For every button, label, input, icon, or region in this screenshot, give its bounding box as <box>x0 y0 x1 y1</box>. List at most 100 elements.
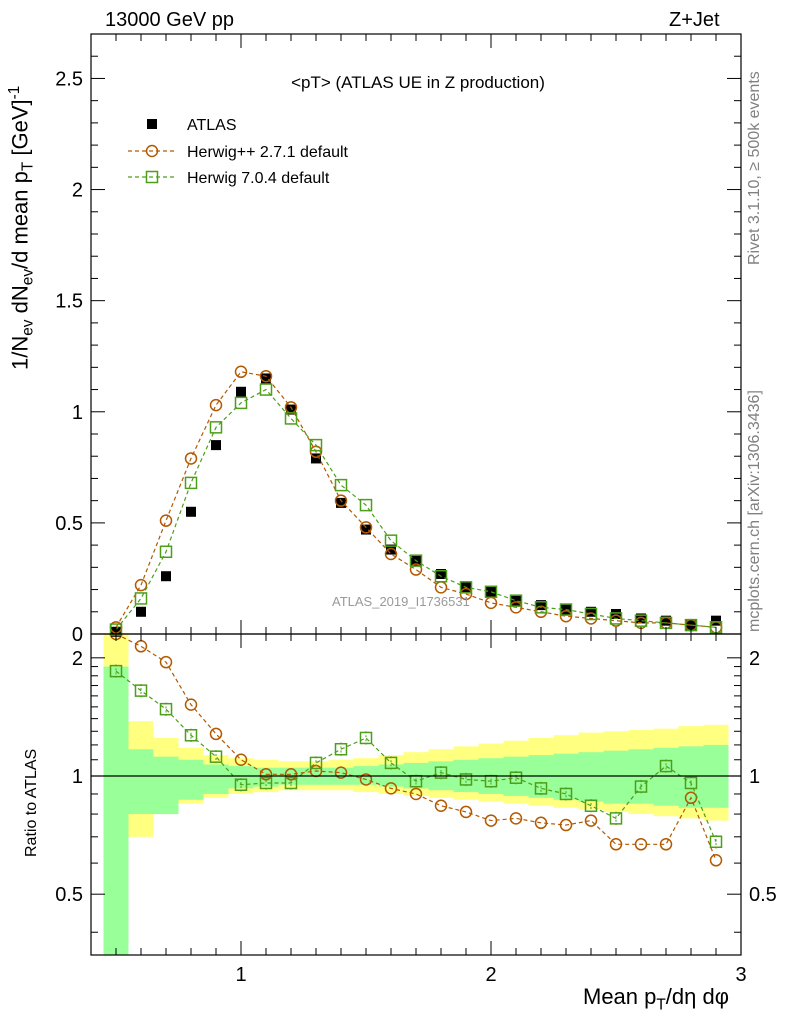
data-point <box>284 412 298 425</box>
y-title-part: dN <box>7 285 33 320</box>
data-point <box>359 498 373 512</box>
series-line-main <box>115 371 717 628</box>
data-point <box>459 581 473 594</box>
data-point <box>134 578 148 592</box>
x-axis-title: Mean pT/dη dφ <box>583 984 729 1014</box>
ratio-y-tick-label: 0.5 <box>55 884 83 906</box>
data-point <box>409 554 423 567</box>
data-point <box>711 615 721 626</box>
legend-label: ATLAS <box>187 117 237 134</box>
ratio-point <box>459 773 473 786</box>
ratio-point <box>509 771 523 784</box>
data-point <box>459 587 473 601</box>
process-label: Z+Jet <box>669 9 720 31</box>
legend-label: Herwig 7.0.4 default <box>187 170 330 187</box>
data-point <box>159 545 173 559</box>
ratio-point <box>334 742 348 756</box>
ratio-point <box>609 812 623 825</box>
ratio-point <box>684 791 698 805</box>
ratio-point <box>559 787 573 801</box>
ratio-y-tick-label: 1 <box>749 766 760 788</box>
legend-marker <box>145 144 159 158</box>
data-point <box>436 569 446 579</box>
y-tick-label: 2 <box>72 180 83 202</box>
data-point <box>661 615 671 626</box>
y-title-sup: -1 <box>6 85 23 100</box>
data-point <box>234 396 248 410</box>
data-point <box>609 612 623 625</box>
data-point <box>359 521 373 534</box>
ratio-point <box>334 766 348 779</box>
data-point <box>409 563 423 576</box>
ratio-plot-area <box>103 634 729 955</box>
ratio-point <box>359 731 373 745</box>
legend-marker <box>145 170 159 184</box>
data-point <box>484 585 498 599</box>
data-point <box>309 445 323 459</box>
data-point <box>361 524 371 535</box>
energy-label: 13000 GeV pp <box>105 9 234 31</box>
ratio-y-tick-label: 0.5 <box>749 884 777 906</box>
ratio-point <box>384 782 398 795</box>
mcplots-label: mcplots.cern.ch [arXiv:1306.3436] <box>746 390 763 632</box>
data-point <box>209 421 223 434</box>
y-title-part: 1/N <box>7 335 33 370</box>
ratio-point <box>234 778 248 792</box>
ratio-point <box>709 835 723 849</box>
ratio-y-tick-label: 2 <box>72 648 83 670</box>
data-point <box>636 613 646 624</box>
data-point <box>511 595 521 606</box>
x-title-part: Mean p <box>583 984 657 1009</box>
data-point <box>336 497 346 508</box>
ratio-point <box>159 702 173 716</box>
data-point <box>509 594 523 607</box>
y-title-sub: T <box>19 161 37 172</box>
data-point <box>134 592 148 605</box>
ratio-point <box>134 640 148 653</box>
data-point <box>586 606 596 617</box>
y-tick-label: 2.5 <box>55 68 83 90</box>
ratio-point <box>559 818 573 832</box>
ratio-band-inner <box>128 749 154 815</box>
x-title-part: /dη dφ <box>665 984 729 1009</box>
data-point <box>384 547 398 561</box>
ratio-point <box>684 776 698 790</box>
ratio-band-inner <box>153 756 179 815</box>
ratio-point <box>109 664 123 678</box>
data-point <box>584 607 598 621</box>
data-point <box>159 514 173 527</box>
ratio-point <box>609 838 623 851</box>
data-point <box>559 603 573 616</box>
ratio-point <box>184 698 198 711</box>
chart-title: <pT> (ATLAS UE in Z production) <box>291 73 545 92</box>
data-point <box>509 601 523 614</box>
legend: ATLAS Herwig++ 2.7.1 default Herwig 7.0.4 … <box>128 117 349 187</box>
ratio-y-tick-label: 1 <box>72 766 83 788</box>
data-point <box>434 569 448 583</box>
data-point <box>186 506 196 517</box>
ratio-point <box>234 753 248 767</box>
y-tick-label: 1.5 <box>55 291 83 313</box>
data-point <box>486 586 496 597</box>
x-tick-label: 3 <box>735 964 746 986</box>
ratio-point <box>284 768 298 781</box>
x-title-sub: T <box>656 996 666 1014</box>
ratio-band-inner <box>203 764 229 794</box>
axis-mask <box>91 955 741 985</box>
ratio-point <box>634 780 648 793</box>
rivet-label: Rivet 3.1.10, ≥ 500k events <box>746 71 763 265</box>
y-tick-label: 0.5 <box>55 513 83 535</box>
data-point <box>261 373 271 384</box>
ratio-point <box>434 799 448 812</box>
data-point <box>536 600 546 611</box>
data-point <box>559 609 573 623</box>
ratio-y-axis-title: Ratio to ATLAS <box>23 748 40 857</box>
data-point <box>384 534 398 547</box>
ratio-point <box>709 854 723 867</box>
y-title-part: [GeV] <box>7 99 33 162</box>
data-point <box>209 398 223 412</box>
y-title-part: /d mean p <box>7 171 33 269</box>
data-point <box>484 596 498 610</box>
ratio-point <box>459 805 473 819</box>
ratio-point <box>509 812 523 825</box>
